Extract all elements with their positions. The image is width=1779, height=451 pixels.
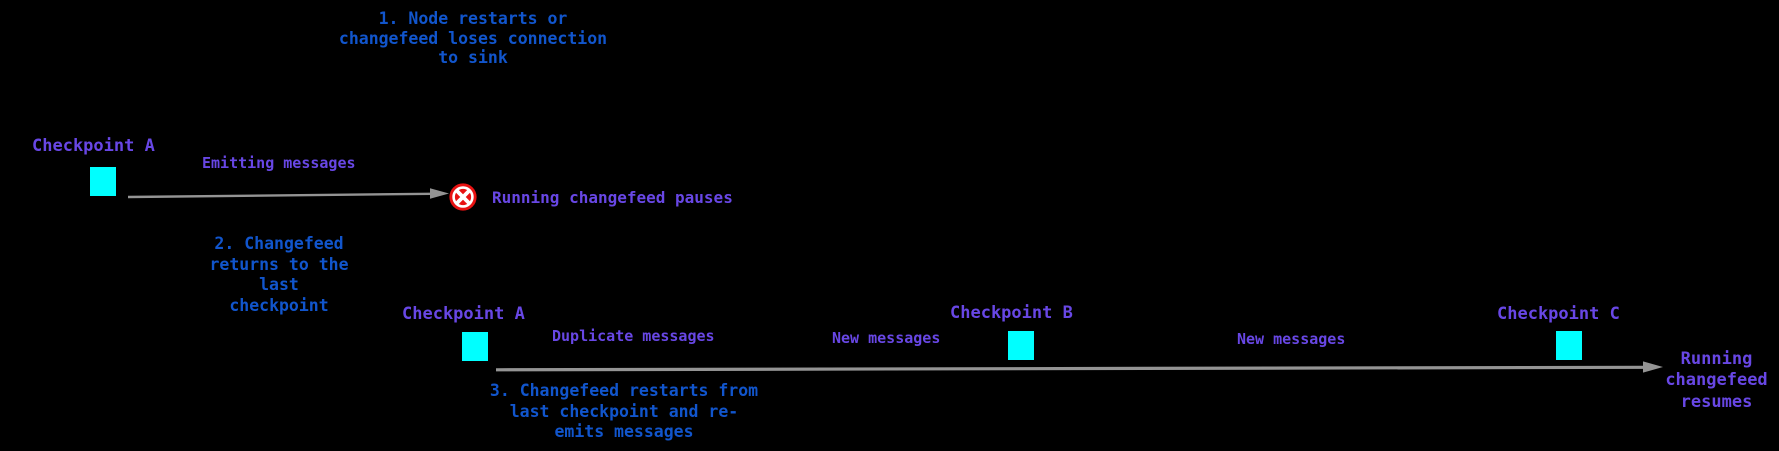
checkpoint-a-label-t1: Checkpoint A: [32, 136, 155, 156]
timeline1-arrowhead-icon: [430, 188, 449, 199]
new-messages-label-1: New messages: [832, 329, 941, 347]
running-changefeed-resumes-label: Running changefeed resumes: [1665, 349, 1768, 412]
step-2-annotation: 2. Changefeed returns to the last checkp…: [209, 234, 349, 315]
timeline2-arrowhead-icon: [1643, 361, 1663, 373]
step-1-annotation: 1. Node restarts or changefeed loses con…: [338, 9, 608, 67]
emitting-messages-label: Emitting messages: [202, 154, 356, 172]
running-changefeed-pauses-label: Running changefeed pauses: [492, 188, 733, 207]
checkpoint-a-marker-t1: [90, 167, 116, 196]
duplicate-messages-label: Duplicate messages: [552, 327, 715, 345]
checkpoint-b-label: Checkpoint B: [950, 303, 1073, 323]
checkpoint-c-marker: [1556, 331, 1582, 360]
error-x-icon: [449, 183, 477, 211]
step-3-annotation: 3. Changefeed restarts from last checkpo…: [489, 381, 759, 441]
timeline2-line: [495, 365, 1646, 372]
timeline1-line: [127, 192, 432, 199]
new-messages-label-2: New messages: [1237, 330, 1346, 348]
checkpoint-a-marker-t2: [462, 332, 488, 361]
checkpoint-b-marker: [1008, 331, 1034, 360]
checkpoint-c-label: Checkpoint C: [1497, 304, 1620, 324]
checkpoint-a-label-t2: Checkpoint A: [402, 304, 525, 324]
